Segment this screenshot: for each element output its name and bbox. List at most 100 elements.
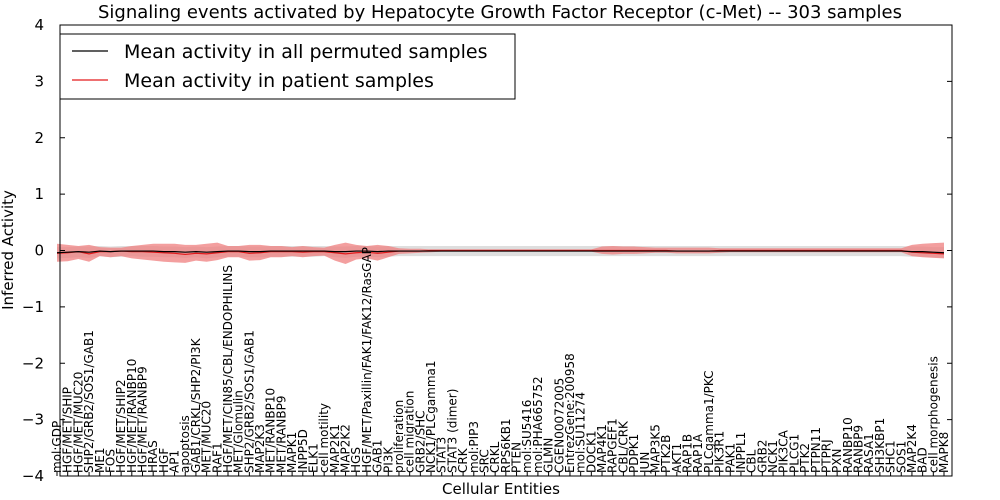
- legend: Mean activity in all permuted samples Me…: [59, 33, 516, 100]
- x-tick-label: GRB2: [755, 439, 769, 473]
- x-axis-label: Cellular Entities: [442, 480, 560, 498]
- x-tick-label: SOS1: [894, 441, 908, 473]
- x-tick-label: CBL: [745, 449, 759, 473]
- x-tick-label: HGF/MET/Paxillin/FAK1/FAK12/RasGAP: [360, 247, 374, 473]
- x-tick-label: RAF1: [210, 442, 224, 473]
- x-tick-label: mol:SU11274: [574, 392, 588, 473]
- x-tick-label: RANBP9: [852, 425, 866, 473]
- x-tick-label: HGF/MET/MUC20: [71, 372, 85, 473]
- x-tick-label: PTPRJ: [819, 439, 833, 473]
- x-tick-label: RPS6KB1: [499, 418, 513, 473]
- y-tick-label: 3: [34, 72, 44, 90]
- x-tick-label: PI3K: [381, 446, 395, 473]
- y-axis-label: Inferred Activity: [0, 190, 17, 310]
- x-tick-label: MAP3K5: [648, 424, 662, 473]
- x-tick-label: MAP2K4: [905, 424, 919, 473]
- x-axis-ticks: mol:GDPHGF/MET/SHIPHGF/MET/MUC20SHP2/GRB…: [50, 247, 951, 476]
- x-tick-label: PIK3CA: [777, 429, 791, 473]
- x-tick-label: MET/RANBP9: [274, 396, 288, 473]
- permuted-mean-line: [56, 250, 945, 254]
- x-tick-label: PDPK1: [627, 434, 641, 473]
- x-tick-label: JUN: [638, 452, 652, 474]
- x-tick-label: HGF: [157, 448, 171, 473]
- x-tick-label: RASA1: [862, 433, 876, 473]
- confidence-bands: [57, 242, 944, 265]
- x-tick-label: AKT1: [670, 443, 684, 473]
- x-tick-label: MET/Glomulin: [232, 390, 246, 473]
- x-tick-label: RAPGEF1: [606, 418, 620, 473]
- y-tick-label: −4: [22, 467, 44, 485]
- x-tick-label: RAP1B: [681, 434, 695, 473]
- x-tick-label: MAP4K1: [595, 424, 609, 473]
- x-tick-label: INPPL1: [734, 432, 748, 473]
- y-axis-ticks: 4 3 2 1 0 −1 −2 −3 −4: [22, 16, 952, 485]
- x-tick-label: PIK3R1: [713, 431, 727, 473]
- x-tick-label: ELK1: [306, 443, 320, 473]
- x-tick-label: STAT3: [435, 437, 449, 473]
- x-tick-label: HGF/MET/SHIP: [61, 387, 75, 473]
- y-tick-label: 1: [34, 185, 44, 203]
- x-tick-label: CGEN00072005: [552, 378, 566, 473]
- x-tick-label: EntrezGene:200958: [563, 353, 577, 473]
- legend-box: [59, 33, 516, 100]
- x-tick-label: PLCG1: [787, 434, 801, 473]
- x-tick-label: SHP2/GRB2/SOS1/GAB1: [242, 330, 256, 473]
- x-tick-label: ME1: [93, 447, 107, 473]
- x-tick-label: MAP2K1: [328, 424, 342, 473]
- x-tick-label: PTK2: [798, 443, 812, 473]
- x-tick-label: RANBP10: [841, 417, 855, 473]
- patient-band: [57, 242, 944, 265]
- x-tick-label: PXN: [830, 449, 844, 473]
- x-tick-label: HGF/MET/RANBP9: [135, 366, 149, 473]
- x-tick-label: SHP2/GRB2/SOS1/GAB1: [82, 330, 96, 473]
- x-tick-label: SHC1: [884, 440, 898, 473]
- x-tick-label: CRK: [456, 447, 470, 473]
- x-tick-label: CBL/CRK: [616, 420, 630, 473]
- x-tick-label: INPP5D: [296, 429, 310, 473]
- x-tick-label: HGF/MET/SHIP2: [114, 379, 128, 473]
- x-tick-label: HRAS: [146, 440, 160, 473]
- x-tick-label: NCK1/PLCgamma1: [424, 360, 438, 473]
- x-tick-label: GLMN: [542, 438, 556, 473]
- x-tick-label: DOCK1: [584, 430, 598, 473]
- x-tick-label: MAP2K2: [339, 424, 353, 473]
- legend-label-permuted: Mean activity in all permuted samples: [124, 41, 487, 63]
- x-tick-label: PAK1: [723, 443, 737, 473]
- y-tick-label: −2: [22, 354, 44, 372]
- x-tick-label: MET/MUC20: [200, 401, 214, 473]
- x-tick-label: MET/RANBP10: [264, 388, 278, 473]
- x-tick-label: mol:SU5416: [520, 400, 534, 473]
- x-tick-label: PTPN11: [809, 427, 823, 473]
- x-tick-label: STAT3 (dimer): [445, 389, 459, 473]
- y-tick-label: −3: [22, 411, 44, 429]
- x-tick-label: mol:PIP3: [467, 421, 481, 473]
- x-tick-label: AP1: [168, 450, 182, 473]
- x-tick-label: MAPK8: [937, 432, 951, 473]
- x-tick-label: cell motility: [317, 403, 331, 473]
- x-tick-label: HGF/MET/RANBP10: [125, 359, 139, 473]
- x-tick-label: FOS: [103, 449, 117, 473]
- x-tick-label: MAPK1: [285, 432, 299, 473]
- x-tick-label: CRKL: [488, 441, 502, 473]
- x-tick-label: proliferation: [392, 400, 406, 473]
- series-lines: [56, 249, 945, 256]
- x-tick-label: PTEN: [510, 442, 524, 473]
- x-tick-label: cell morphogenesis: [926, 356, 940, 473]
- x-tick-label: cell migration: [403, 391, 417, 473]
- x-tick-label: MAP2K3: [253, 424, 267, 473]
- x-tick-label: SH3KBP1: [873, 418, 887, 473]
- x-tick-label: HGS: [349, 447, 363, 473]
- x-tick-label: SRC: [477, 449, 491, 473]
- y-tick-label: 4: [34, 16, 44, 34]
- y-tick-label: −1: [22, 298, 44, 316]
- plot-frame: [59, 24, 953, 477]
- x-tick-label: GAB1/CRKL/SHP2/PI3K: [189, 337, 203, 473]
- x-tick-label: RAP1A: [691, 433, 705, 473]
- x-tick-label: GAB1: [371, 440, 385, 473]
- x-tick-label: BAD: [916, 447, 930, 473]
- x-tick-label: NCK1: [766, 440, 780, 473]
- x-tick-label: PLCgamma1/PKC: [702, 370, 716, 473]
- x-tick-label: HGF/MET/CIN85/CBL/ENDOPHILINS: [221, 265, 235, 473]
- legend-label-patient: Mean activity in patient samples: [124, 70, 434, 92]
